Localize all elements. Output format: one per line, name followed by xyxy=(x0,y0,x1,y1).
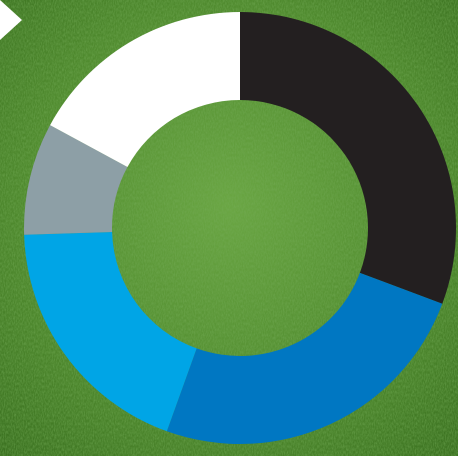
donut-slice-4 xyxy=(24,125,128,235)
donut-slice-2 xyxy=(166,272,443,445)
white-triangle-arrow-icon xyxy=(0,0,22,40)
donut-slice-3 xyxy=(24,232,197,432)
donut-slice-5 xyxy=(50,12,241,168)
donut-slice-1 xyxy=(240,12,457,304)
